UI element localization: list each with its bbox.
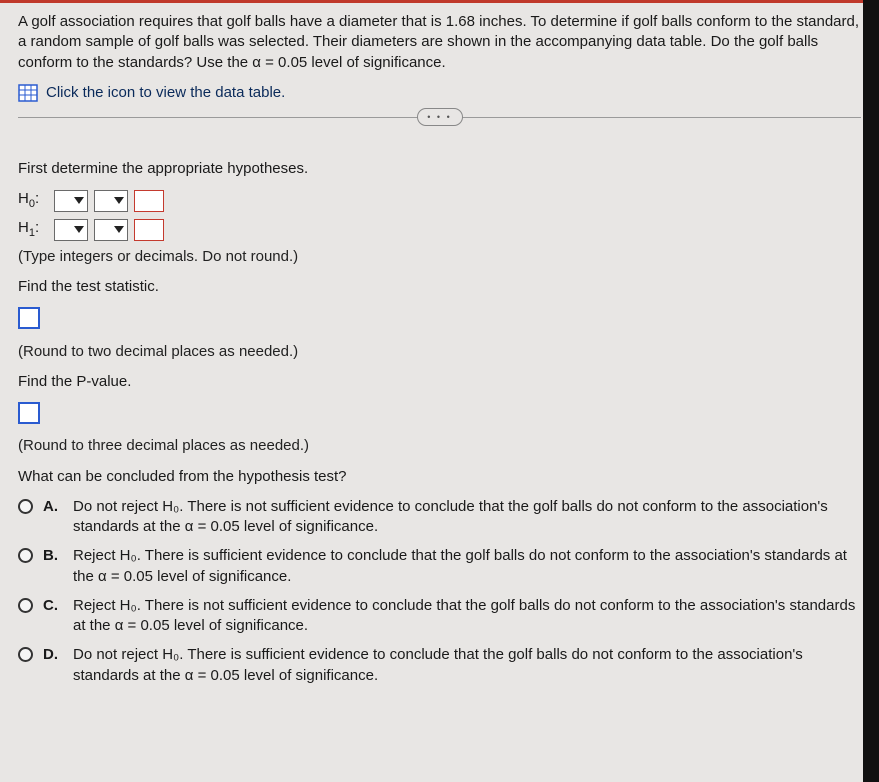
find-test-statistic: Find the test statistic. — [18, 277, 861, 297]
option-d[interactable]: D. Do not reject H₀. There is sufficient… — [18, 645, 861, 686]
multiple-choice: A. Do not reject H₀. There is not suffic… — [18, 497, 861, 686]
test-statistic-input[interactable] — [18, 307, 40, 329]
option-a[interactable]: A. Do not reject H₀. There is not suffic… — [18, 497, 861, 538]
problem-statement: A golf association requires that golf ba… — [18, 12, 861, 73]
h1-param-select[interactable] — [54, 219, 88, 241]
question-page: A golf association requires that golf ba… — [0, 0, 879, 782]
right-dark-edge — [863, 0, 879, 782]
h1-letter: H — [18, 219, 29, 236]
top-accent-bar — [0, 0, 863, 3]
chevron-down-icon — [114, 197, 124, 204]
h0-param-select[interactable] — [54, 190, 88, 212]
option-a-label: A. — [43, 497, 63, 517]
h0-value-input[interactable] — [134, 190, 164, 212]
h1-value-input[interactable] — [134, 219, 164, 241]
h0-letter: H — [18, 190, 29, 207]
data-table-link-text: Click the icon to view the data table. — [46, 83, 285, 103]
option-b[interactable]: B. Reject H₀. There is sufficient eviden… — [18, 546, 861, 587]
chevron-down-icon — [74, 226, 84, 233]
option-b-text: Reject H₀. There is sufficient evidence … — [73, 546, 861, 587]
p-value-hint: (Round to three decimal places as needed… — [18, 436, 861, 456]
hypotheses-hint: (Type integers or decimals. Do not round… — [18, 247, 861, 267]
h1-label: H1: — [18, 218, 48, 241]
table-icon — [18, 84, 38, 102]
option-c-text: Reject H₀. There is not sufficient evide… — [73, 596, 861, 637]
option-b-label: B. — [43, 546, 63, 566]
p-value-input[interactable] — [18, 402, 40, 424]
h0-label: H0: — [18, 189, 48, 212]
h0-colon: : — [35, 190, 39, 207]
conclusion-question: What can be concluded from the hypothesi… — [18, 467, 861, 487]
option-a-text: Do not reject H₀. There is not sufficien… — [73, 497, 861, 538]
hypotheses-intro: First determine the appropriate hypothes… — [18, 159, 861, 179]
h1-operator-select[interactable] — [94, 219, 128, 241]
chevron-down-icon — [74, 197, 84, 204]
option-c[interactable]: C. Reject H₀. There is not sufficient ev… — [18, 596, 861, 637]
find-p-value: Find the P-value. — [18, 372, 861, 392]
h1-row: H1: — [18, 218, 861, 241]
h0-operator-select[interactable] — [94, 190, 128, 212]
option-d-label: D. — [43, 645, 63, 665]
section-divider: • • • — [18, 117, 861, 141]
radio-a[interactable] — [18, 499, 33, 514]
h0-row: H0: — [18, 189, 861, 212]
h1-colon: : — [35, 219, 39, 236]
chevron-down-icon — [114, 226, 124, 233]
data-table-link-row[interactable]: Click the icon to view the data table. — [18, 83, 861, 103]
test-statistic-hint: (Round to two decimal places as needed.) — [18, 342, 861, 362]
option-c-label: C. — [43, 596, 63, 616]
radio-c[interactable] — [18, 598, 33, 613]
radio-d[interactable] — [18, 647, 33, 662]
option-d-text: Do not reject H₀. There is sufficient ev… — [73, 645, 861, 686]
expand-pill[interactable]: • • • — [417, 108, 463, 126]
radio-b[interactable] — [18, 548, 33, 563]
